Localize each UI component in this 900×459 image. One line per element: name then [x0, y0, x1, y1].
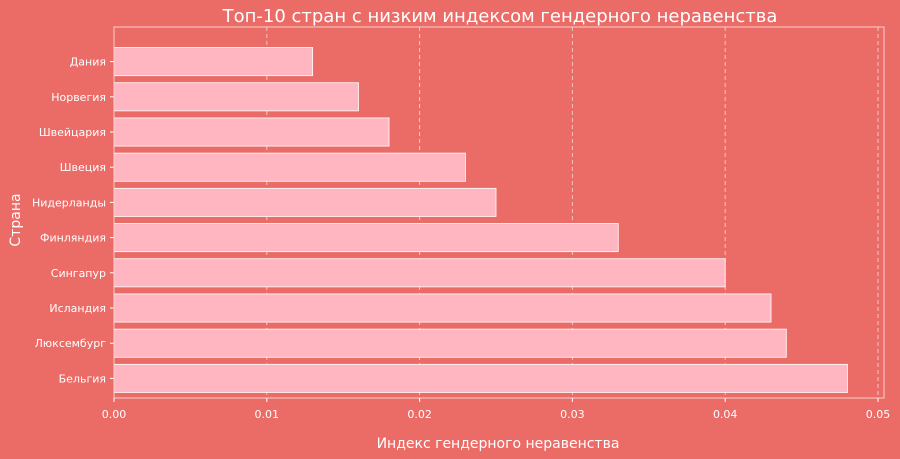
chart-title: Топ-10 стран с низким индексом гендерног… — [222, 6, 778, 27]
axes — [110, 26, 885, 402]
y-tick-label: Швейцария — [39, 126, 106, 139]
x-tick-labels: 0.00 0.01 0.02 0.03 0.04 0.05 — [102, 408, 891, 421]
x-tick-label: 0.04 — [713, 408, 738, 421]
y-tick-label: Швеция — [60, 161, 106, 174]
y-tick-label: Сингапур — [51, 267, 106, 280]
bar — [113, 258, 726, 288]
x-tick-label: 0.03 — [560, 408, 585, 421]
bar — [113, 152, 466, 182]
bar — [113, 293, 772, 323]
bar — [113, 117, 390, 147]
y-tick-label: Нидерланды — [32, 196, 106, 209]
bar — [113, 47, 314, 77]
y-tick-labels: Дания Норвегия Швейцария Швеция Нидерланды Фи… — [32, 56, 106, 386]
x-tick-label: 0.00 — [102, 408, 127, 421]
bar — [113, 328, 787, 358]
bar — [113, 223, 619, 253]
bar — [113, 363, 848, 393]
x-tick-label: 0.05 — [866, 408, 891, 421]
bars — [113, 47, 848, 393]
y-tick-label: Люксембург — [35, 337, 107, 350]
plot-frame — [113, 26, 885, 399]
y-axis-label: Страна — [8, 193, 24, 246]
y-tick-label: Бельгия — [59, 372, 106, 385]
x-tick-label: 0.01 — [255, 408, 280, 421]
y-tick-label: Дания — [70, 56, 106, 69]
x-axis-label: Индекс гендерного неравенства — [377, 436, 620, 452]
y-tick-label: Норвегия — [51, 91, 106, 104]
y-tick-label: Исландия — [49, 302, 106, 315]
bar — [113, 82, 359, 112]
bar — [113, 187, 497, 217]
y-tick-label: Финляндия — [40, 232, 106, 245]
x-tick-label: 0.02 — [407, 408, 432, 421]
